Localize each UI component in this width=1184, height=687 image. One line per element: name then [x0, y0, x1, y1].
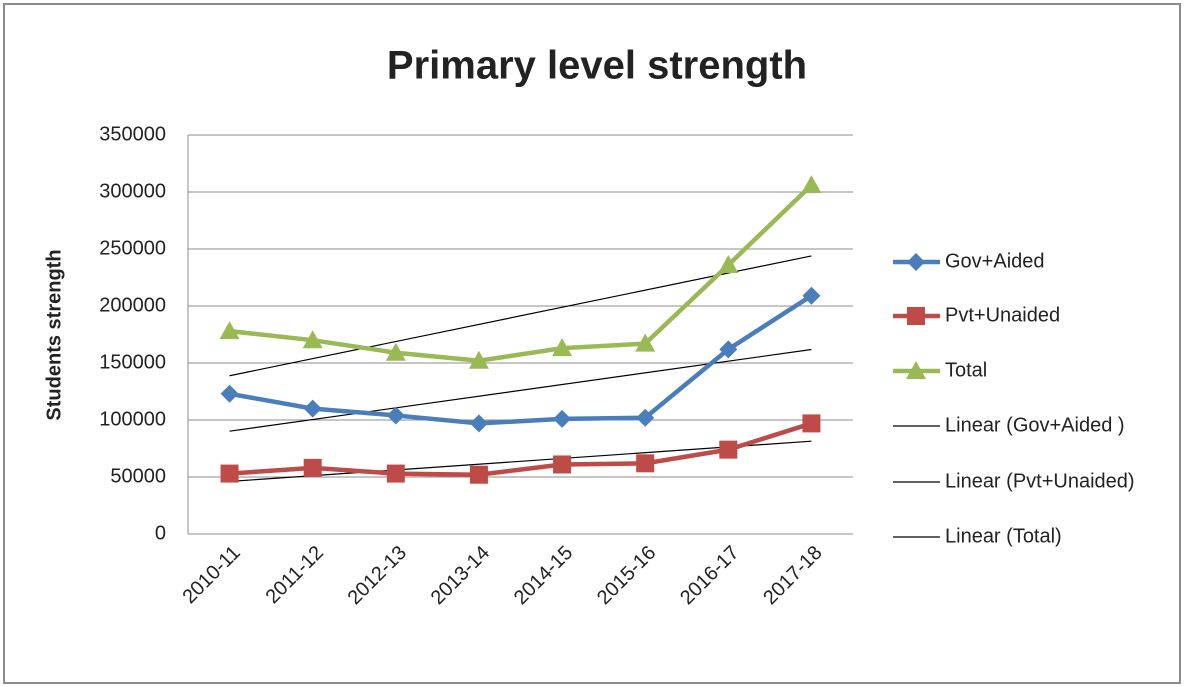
y-axis-label: Students strength — [43, 249, 65, 420]
marker — [303, 458, 322, 477]
legend-label: Total — [945, 359, 987, 381]
marker — [468, 350, 489, 369]
chart-frame — [3, 3, 1181, 684]
series-line — [229, 183, 813, 363]
legend-label: Gov+Aided — [945, 250, 1045, 272]
marker — [219, 321, 240, 340]
legend-marker — [907, 253, 925, 271]
y-tick-label: 350000 — [99, 123, 166, 145]
y-tick-label: 250000 — [99, 237, 166, 259]
marker — [635, 333, 656, 352]
y-tick-label: 200000 — [99, 294, 166, 316]
marker — [220, 384, 239, 403]
y-tick-label: 150000 — [99, 351, 166, 373]
y-tick-label: 0 — [155, 522, 166, 544]
marker — [469, 414, 488, 433]
legend-marker — [907, 307, 925, 325]
marker — [553, 455, 572, 474]
marker — [802, 286, 821, 305]
marker — [303, 399, 322, 418]
legend-label: Linear (Pvt+Unaided) — [945, 470, 1135, 492]
marker — [802, 414, 821, 433]
marker — [385, 342, 406, 361]
chart-title: Primary level strength — [387, 44, 807, 88]
marker — [469, 465, 488, 484]
y-tick-label: 100000 — [99, 408, 166, 430]
legend-label: Pvt+Unaided — [945, 304, 1060, 326]
y-tick-label: 50000 — [110, 465, 166, 487]
marker — [719, 340, 738, 359]
marker — [636, 454, 655, 473]
marker — [636, 408, 655, 427]
marker — [302, 330, 323, 349]
marker — [553, 409, 572, 428]
y-tick-label: 300000 — [99, 180, 166, 202]
legend-marker — [906, 361, 926, 379]
marker — [718, 254, 739, 273]
trendline — [229, 440, 812, 483]
series-line — [229, 293, 813, 426]
legend-label: Linear (Gov+Aided ) — [945, 414, 1125, 436]
marker — [801, 175, 822, 194]
marker — [386, 406, 405, 425]
marker — [719, 440, 738, 459]
series-line — [229, 421, 813, 477]
marker — [386, 464, 405, 483]
legend-label: Linear (Total) — [945, 525, 1062, 547]
marker — [552, 338, 573, 357]
marker — [220, 464, 239, 483]
